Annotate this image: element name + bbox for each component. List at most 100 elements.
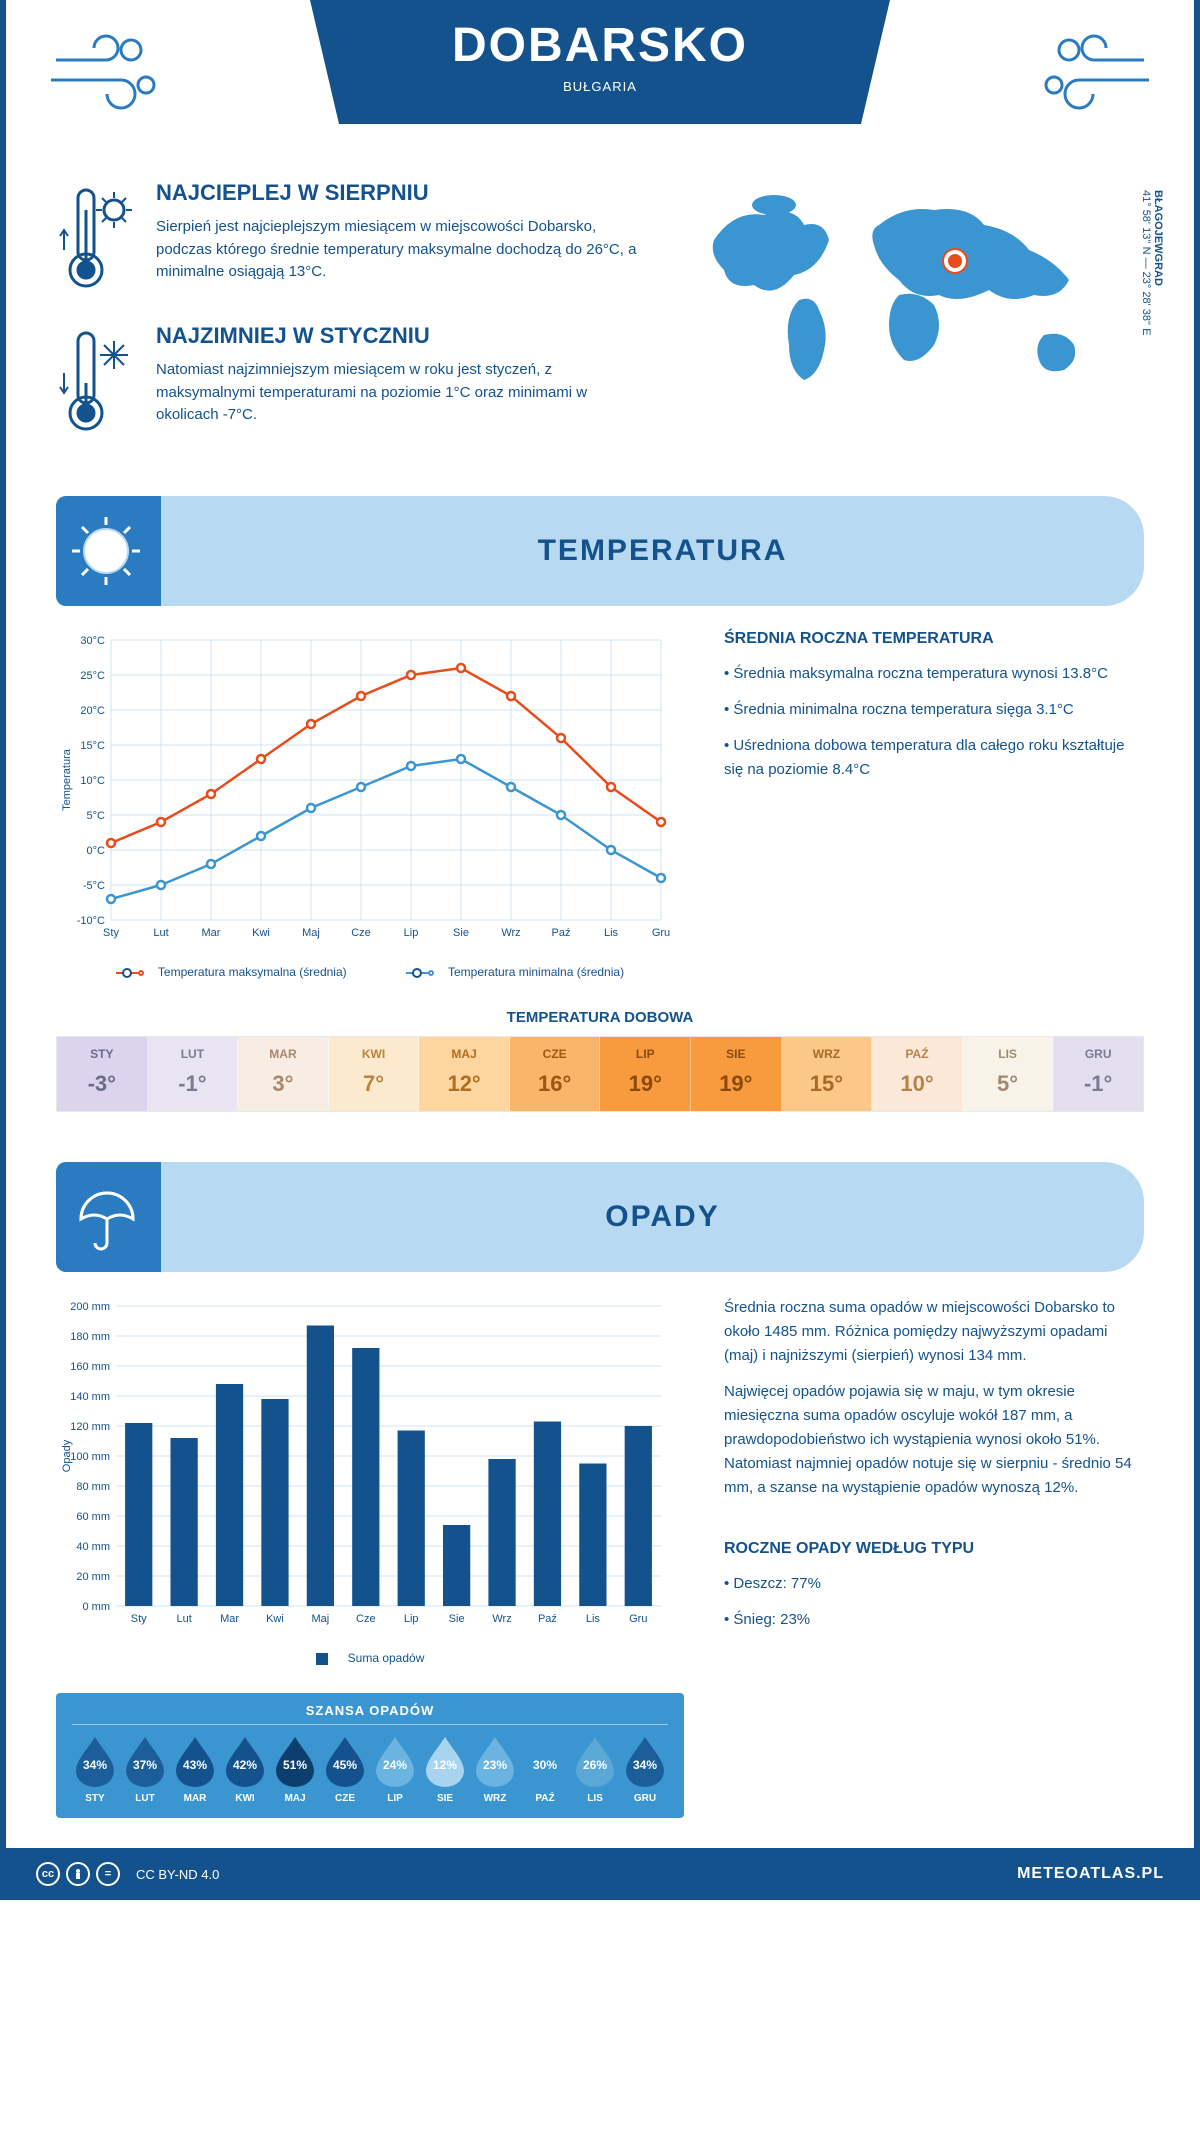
precipitation-body: 0 mm 20 mm 40 mm 60 mm 80 mm 100 mm 120 mm 140 …: [56, 1296, 1144, 1818]
chance-drop: 23%WRZ: [472, 1735, 518, 1804]
svg-text:40 mm: 40 mm: [76, 1541, 110, 1553]
svg-text:Opady: Opady: [61, 1439, 73, 1472]
svg-text:Kwi: Kwi: [252, 927, 270, 939]
summary-line: Średnia roczna suma opadów w miejscowośc…: [724, 1296, 1144, 1368]
svg-text:Lut: Lut: [176, 1613, 191, 1625]
daily-temp-table: STY-3°LUT-1°MAR3°KWI7°MAJ12°CZE16°LIP19°…: [56, 1036, 1144, 1112]
svg-text:100 mm: 100 mm: [70, 1451, 110, 1463]
brand-name: METEOATLAS.PL: [1017, 1865, 1164, 1883]
svg-text:Kwi: Kwi: [266, 1613, 284, 1625]
chance-drop: 12%SIE: [422, 1735, 468, 1804]
svg-text:0°C: 0°C: [87, 845, 106, 857]
legend-max: Temperatura maksymalna (średnia): [158, 965, 347, 979]
chance-drop: 37%LUT: [122, 1735, 168, 1804]
thermometer-hot-icon: [56, 180, 136, 295]
chance-drop: 45%CZE: [322, 1735, 368, 1804]
chance-drop: 26%LIS: [572, 1735, 618, 1804]
header: DOBARSKO BUŁGARIA: [6, 0, 1194, 150]
daily-temp-cell: KWI7°: [329, 1037, 420, 1111]
license-text: CC BY-ND 4.0: [136, 1867, 219, 1882]
svg-text:60 mm: 60 mm: [76, 1511, 110, 1523]
world-map: BŁAGOJEWGRAD 41° 58' 13'' N — 23° 28' 38…: [684, 180, 1144, 405]
thermometer-cold-icon: [56, 323, 136, 438]
svg-text:Lip: Lip: [404, 1613, 419, 1625]
city-name: DOBARSKO: [310, 18, 890, 73]
chance-box: SZANSA OPADÓW 34%STY37%LUT43%MAR42%KWI51…: [56, 1693, 684, 1818]
svg-text:Lut: Lut: [153, 927, 168, 939]
feature-cold-title: NAJZIMNIEJ W STYCZNIU: [156, 323, 644, 349]
feature-hot-text: Sierpień jest najcieplejszym miesiącem w…: [156, 216, 644, 284]
svg-text:180 mm: 180 mm: [70, 1331, 110, 1343]
license-badges: cc = CC BY-ND 4.0: [36, 1862, 219, 1886]
precip-legend: Suma opadów: [56, 1651, 684, 1665]
title-banner: DOBARSKO BUŁGARIA: [310, 0, 890, 124]
daily-temp-cell: STY-3°: [57, 1037, 148, 1111]
daily-temp-cell: LIP19°: [600, 1037, 691, 1111]
svg-text:Temperatura: Temperatura: [61, 748, 73, 811]
svg-text:20°C: 20°C: [80, 705, 105, 717]
precipitation-chart-col: 0 mm 20 mm 40 mm 60 mm 80 mm 100 mm 120 mm 140 …: [56, 1296, 684, 1818]
precipitation-summary: Średnia roczna suma opadów w miejscowośc…: [724, 1296, 1144, 1818]
daily-temp-cell: SIE19°: [691, 1037, 782, 1111]
svg-text:80 mm: 80 mm: [76, 1481, 110, 1493]
chance-drop: 42%KWI: [222, 1735, 268, 1804]
chance-drop: 51%MAJ: [272, 1735, 318, 1804]
summary-line: Najwięcej opadów pojawia się w maju, w t…: [724, 1380, 1144, 1500]
svg-text:Sty: Sty: [103, 927, 119, 939]
type-line: • Deszcz: 77%: [724, 1572, 1144, 1596]
svg-text:Paź: Paź: [552, 927, 571, 939]
page: DOBARSKO BUŁGARIA NAJCIEPLEJ W SIERPNIU …: [0, 0, 1200, 1900]
sun-icon: [56, 496, 161, 606]
temperature-summary: ŚREDNIA ROCZNA TEMPERATURA • Średnia mak…: [724, 630, 1144, 979]
svg-text:5°C: 5°C: [87, 810, 106, 822]
svg-text:0 mm: 0 mm: [83, 1601, 111, 1613]
svg-text:160 mm: 160 mm: [70, 1361, 110, 1373]
chance-drop: 43%MAR: [172, 1735, 218, 1804]
svg-text:Cze: Cze: [356, 1613, 376, 1625]
feature-coldest: NAJZIMNIEJ W STYCZNIU Natomiast najzimni…: [56, 323, 644, 438]
svg-text:Sty: Sty: [131, 1613, 147, 1625]
chance-title: SZANSA OPADÓW: [72, 1703, 668, 1725]
temperature-legend: Temperatura maksymalna (średnia) Tempera…: [56, 965, 684, 979]
type-title: ROCZNE OPADY WEDŁUG TYPU: [724, 1540, 1144, 1558]
daily-temp-cell: LUT-1°: [148, 1037, 239, 1111]
temperature-body: -10°C-5°C0°C5°C10°C15°C20°C25°C30°CStyLu…: [56, 630, 1144, 979]
svg-text:15°C: 15°C: [80, 740, 105, 752]
svg-text:Maj: Maj: [302, 927, 320, 939]
temperature-title: TEMPERATURA: [181, 534, 1144, 568]
svg-text:30°C: 30°C: [80, 635, 105, 647]
map-col: BŁAGOJEWGRAD 41° 58' 13'' N — 23° 28' 38…: [684, 180, 1144, 466]
svg-text:Gru: Gru: [629, 1613, 647, 1625]
svg-text:Maj: Maj: [312, 1613, 330, 1625]
svg-text:-5°C: -5°C: [83, 880, 105, 892]
svg-text:140 mm: 140 mm: [70, 1391, 110, 1403]
svg-text:120 mm: 120 mm: [70, 1421, 110, 1433]
coords-label: BŁAGOJEWGRAD 41° 58' 13'' N — 23° 28' 38…: [1140, 190, 1164, 336]
chance-drops: 34%STY37%LUT43%MAR42%KWI51%MAJ45%CZE24%L…: [72, 1735, 668, 1804]
temperature-chart: -10°C-5°C0°C5°C10°C15°C20°C25°C30°CStyLu…: [56, 630, 684, 979]
svg-text:Mar: Mar: [202, 927, 221, 939]
main-content: NAJCIEPLEJ W SIERPNIU Sierpień jest najc…: [6, 150, 1194, 1848]
svg-text:Mar: Mar: [220, 1613, 239, 1625]
footer: cc = CC BY-ND 4.0 METEOATLAS.PL: [6, 1848, 1194, 1900]
svg-text:Wrz: Wrz: [501, 927, 520, 939]
location-marker-icon: [944, 250, 966, 272]
daily-temp-cell: WRZ15°: [782, 1037, 873, 1111]
nd-icon: =: [96, 1862, 120, 1886]
daily-temp-cell: MAR3°: [238, 1037, 329, 1111]
svg-text:20 mm: 20 mm: [76, 1571, 110, 1583]
type-line: • Śnieg: 23%: [724, 1608, 1144, 1632]
summary-line: • Średnia maksymalna roczna temperatura …: [724, 662, 1144, 686]
svg-text:200 mm: 200 mm: [70, 1301, 110, 1313]
daily-temp-cell: MAJ12°: [419, 1037, 510, 1111]
svg-text:Gru: Gru: [652, 927, 670, 939]
chance-drop: 34%GRU: [622, 1735, 668, 1804]
svg-text:Sie: Sie: [453, 927, 469, 939]
region-name: BŁAGOJEWGRAD: [1152, 190, 1164, 330]
coords-value: 41° 58' 13'' N — 23° 28' 38'' E: [1140, 190, 1152, 336]
feature-hot-title: NAJCIEPLEJ W SIERPNIU: [156, 180, 644, 206]
chance-drop: 24%LIP: [372, 1735, 418, 1804]
svg-text:Sie: Sie: [449, 1613, 465, 1625]
svg-text:Cze: Cze: [351, 927, 371, 939]
svg-text:Paź: Paź: [538, 1613, 557, 1625]
